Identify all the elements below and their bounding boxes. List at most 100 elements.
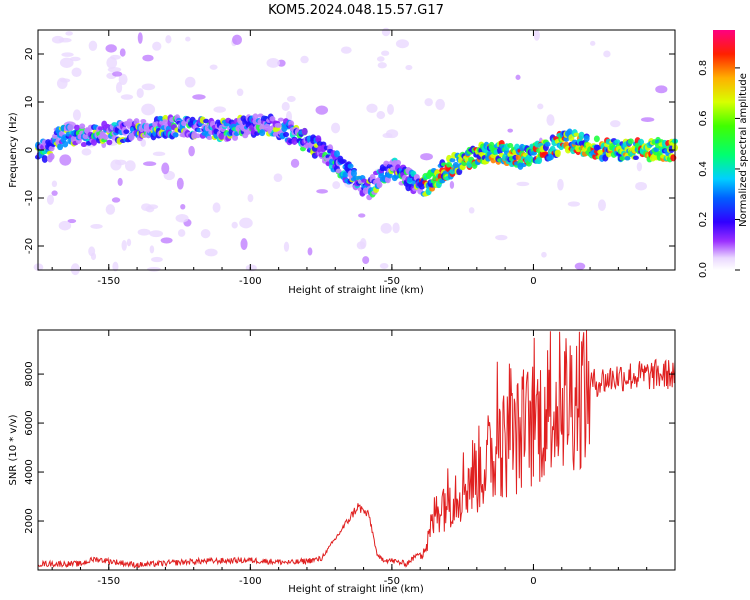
spectrogram-y-label: Frequency (Hz) bbox=[8, 112, 19, 188]
heatmap-cell bbox=[614, 139, 621, 144]
x-tick-label: 0 bbox=[530, 276, 536, 287]
colorbar-tick-label: 0.8 bbox=[698, 60, 709, 76]
y-tick-label: 2000 bbox=[24, 508, 35, 533]
y-tick-label: 10 bbox=[24, 96, 35, 109]
heatmap-cell bbox=[366, 103, 378, 113]
heatmap-cell bbox=[583, 135, 590, 143]
heatmap-cell bbox=[624, 155, 631, 161]
snr-y-ticks: 2000 4000 6000 8000 bbox=[24, 361, 675, 534]
heatmap-cell bbox=[269, 116, 276, 122]
heatmap-cell bbox=[119, 48, 126, 57]
heatmap-cell bbox=[149, 230, 164, 238]
heatmap-cell bbox=[495, 234, 508, 241]
heatmap-cell bbox=[575, 144, 582, 153]
heatmap-cell bbox=[610, 120, 621, 128]
heatmap-cell bbox=[452, 161, 459, 169]
heatmap-cell bbox=[58, 37, 72, 43]
heatmap-cell bbox=[81, 148, 92, 156]
heatmap-cell bbox=[593, 135, 600, 143]
heatmap-cell bbox=[333, 150, 340, 158]
heatmap-cell bbox=[636, 162, 643, 172]
heatmap-cell bbox=[395, 39, 409, 49]
heatmap-cell bbox=[177, 229, 186, 237]
heatmap-cell bbox=[382, 133, 393, 139]
x-tick-label: 0 bbox=[530, 576, 536, 587]
heatmap-cell bbox=[41, 155, 48, 163]
heatmap-cell bbox=[507, 128, 513, 133]
heatmap-cell bbox=[335, 168, 342, 174]
heatmap-cell bbox=[152, 41, 162, 51]
heatmap-cell bbox=[424, 98, 433, 107]
y-tick-label: -20 bbox=[24, 238, 35, 254]
heatmap-cell bbox=[59, 154, 72, 166]
heatmap-cell bbox=[141, 83, 156, 91]
heatmap-cell bbox=[112, 261, 119, 272]
heatmap-cell bbox=[507, 142, 514, 149]
snr-x-ticks: -150 -100 -50 0 bbox=[51, 330, 676, 587]
heatmap-cell bbox=[362, 256, 370, 264]
heatmap-cell bbox=[206, 135, 213, 140]
heatmap-cell bbox=[105, 204, 116, 215]
heatmap-cell bbox=[140, 118, 147, 124]
heatmap-cell bbox=[290, 158, 300, 168]
y-tick-label: 20 bbox=[24, 48, 35, 61]
heatmap-cell bbox=[359, 238, 367, 250]
heatmap-cell bbox=[276, 123, 283, 128]
heatmap-cell bbox=[376, 56, 385, 62]
snr-y-label: SNR (10 * v/v) bbox=[8, 414, 19, 485]
x-tick-label: -150 bbox=[97, 276, 120, 287]
heatmap-cell bbox=[315, 105, 329, 115]
heatmap-cell bbox=[232, 134, 239, 141]
heatmap-cell bbox=[655, 85, 668, 94]
heatmap-cell bbox=[165, 35, 172, 44]
heatmap-cell bbox=[340, 46, 352, 54]
heatmap-cell bbox=[61, 52, 74, 57]
heatmap-cell bbox=[59, 78, 71, 83]
heatmap-cell bbox=[192, 94, 206, 100]
colorbar-label: Normalized spectral amplitude bbox=[738, 73, 749, 227]
heatmap-cell bbox=[619, 156, 626, 161]
heatmap-cell bbox=[231, 221, 238, 229]
heatmap-cell bbox=[627, 138, 634, 145]
heatmap-cell bbox=[59, 57, 74, 68]
heatmap-cell bbox=[342, 171, 349, 178]
heatmap-cell bbox=[128, 132, 135, 141]
heatmap-cell bbox=[239, 217, 253, 229]
heatmap-cell bbox=[638, 138, 645, 146]
heatmap-cell bbox=[46, 194, 54, 205]
heatmap-cell bbox=[533, 29, 540, 41]
heatmap-cell bbox=[65, 31, 73, 36]
heatmap-cell bbox=[172, 132, 179, 138]
heatmap-cell bbox=[449, 181, 455, 189]
heatmap-cell bbox=[567, 201, 581, 207]
heatmap-cell bbox=[118, 73, 128, 86]
heatmap-cell bbox=[180, 203, 186, 210]
y-tick-label: 6000 bbox=[24, 410, 35, 435]
heatmap-cell bbox=[316, 189, 329, 194]
spectrogram-x-label: Height of straight line (km) bbox=[288, 285, 424, 296]
heatmap-cell bbox=[51, 180, 58, 188]
heatmap-cell bbox=[105, 44, 117, 53]
heatmap-cell bbox=[640, 117, 655, 122]
heatmap-cell bbox=[116, 82, 123, 94]
snr-frame bbox=[37, 329, 676, 571]
colorbar-ticks: 0.0 0.2 0.4 0.6 0.8 bbox=[698, 60, 740, 278]
heatmap-cell bbox=[124, 160, 136, 172]
heatmap-cell bbox=[573, 132, 580, 137]
heatmap-cell bbox=[203, 118, 210, 124]
heatmap-cell bbox=[537, 103, 544, 110]
heatmap-cell bbox=[286, 95, 296, 102]
heatmap-cell bbox=[57, 143, 64, 151]
heatmap-cell bbox=[70, 263, 80, 276]
x-tick-label: -100 bbox=[239, 576, 262, 587]
colorbar-tick-label: 0.6 bbox=[698, 110, 709, 126]
heatmap-cell bbox=[358, 213, 366, 218]
heatmap-cell bbox=[204, 248, 218, 257]
heatmap-cell bbox=[112, 71, 123, 77]
x-tick-label: -150 bbox=[97, 576, 120, 587]
heatmap-cell bbox=[67, 218, 77, 224]
heatmap-cell bbox=[281, 101, 290, 112]
heatmap-cell bbox=[376, 181, 383, 189]
